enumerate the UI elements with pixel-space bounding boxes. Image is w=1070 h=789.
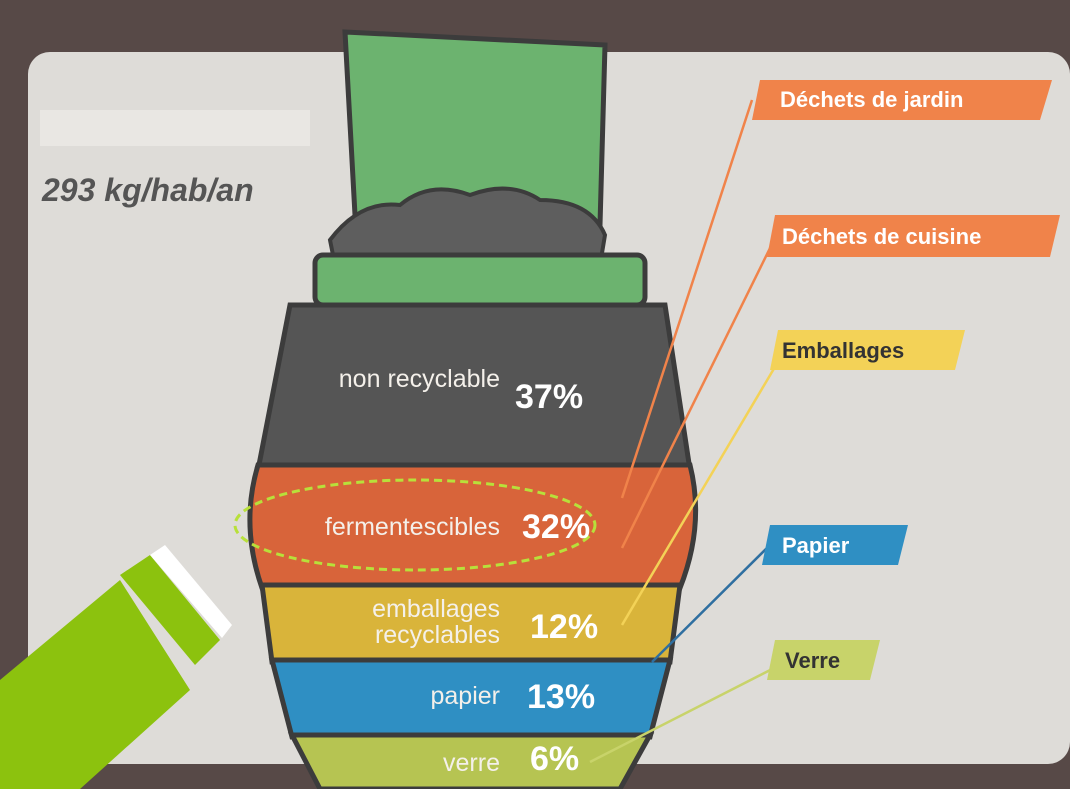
tag: Déchets de cuisine: [782, 224, 981, 250]
segment-percent: 13%: [527, 678, 595, 717]
tag: Déchets de jardin: [780, 87, 963, 113]
headline: 293 kg/hab/an: [42, 172, 254, 209]
segment-percent: 32%: [522, 508, 590, 547]
tag: Emballages: [782, 338, 904, 364]
segment-percent: 37%: [515, 378, 583, 417]
segment-label: papier: [300, 683, 500, 709]
blur: [40, 110, 310, 146]
bin-rim: [315, 255, 645, 305]
segment-label: verre: [300, 750, 500, 776]
segment-percent: 12%: [530, 608, 598, 647]
segment-label: fermentescibles: [200, 514, 500, 540]
segment-label: non recyclable: [300, 366, 500, 392]
infographic: 293 kg/hab/an non recyclable 37% ferment…: [0, 0, 1070, 789]
tag: Papier: [782, 533, 849, 559]
segment-percent: 6%: [530, 740, 579, 779]
tag: Verre: [785, 648, 840, 674]
segment-label: emballages recyclables: [300, 596, 500, 648]
